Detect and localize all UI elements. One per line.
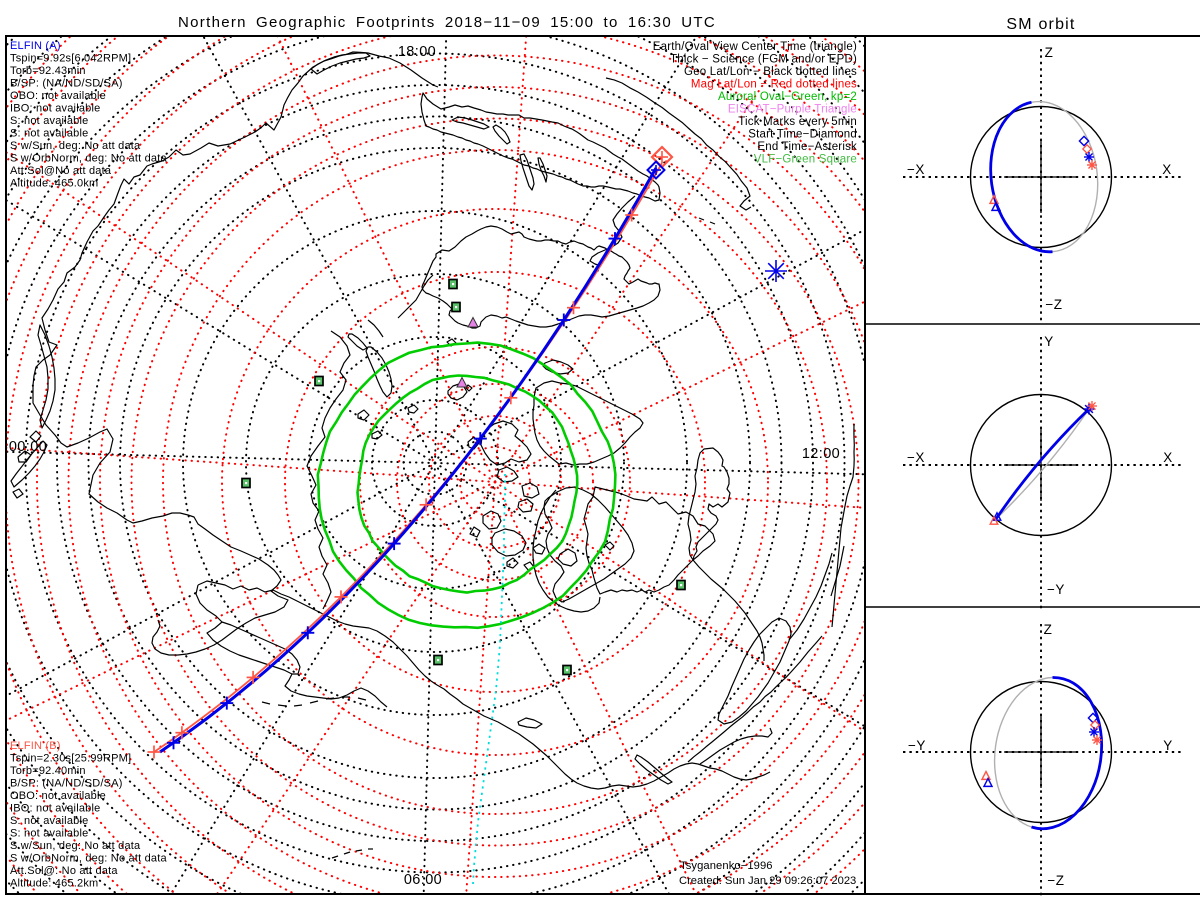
svg-text:Mag Lat/Lon − Red dotted lines: Mag Lat/Lon − Red dotted lines bbox=[691, 79, 857, 91]
svg-text:Z: Z bbox=[1044, 622, 1053, 637]
svg-text:IBO: not available: IBO: not available bbox=[10, 103, 100, 115]
svg-text:VLF−Green Square: VLF−Green Square bbox=[754, 154, 857, 166]
svg-text:S w/OrbNorm, deg: No att data: S w/OrbNorm, deg: No att data bbox=[10, 153, 167, 165]
svg-text:Tsyganenko−1996: Tsyganenko−1996 bbox=[680, 860, 773, 872]
svg-text:B/SP: (NA/ND/SD/SA): B/SP: (NA/ND/SD/SA) bbox=[10, 778, 123, 790]
svg-text:Att.Sol@: No att data: Att.Sol@: No att data bbox=[10, 865, 118, 877]
svg-text:Earth/Oval View Center Time (t: Earth/Oval View Center Time (triangle) bbox=[653, 41, 857, 53]
svg-text:X: X bbox=[1163, 450, 1173, 465]
svg-text:S: not available: S: not available bbox=[10, 115, 88, 127]
svg-text:Att.Sol@No att data: Att.Sol@No att data bbox=[10, 165, 112, 177]
svg-text:S: not available: S: not available bbox=[10, 828, 88, 840]
svg-text:−X: −X bbox=[907, 162, 925, 177]
svg-text:Tspin=2.30s[25.99RPM]: Tspin=2.30s[25.99RPM] bbox=[10, 753, 131, 765]
svg-text:SM orbit: SM orbit bbox=[1006, 16, 1075, 33]
svg-text:Z: Z bbox=[1045, 45, 1054, 60]
svg-text:18:00: 18:00 bbox=[398, 44, 436, 60]
svg-text:−Y: −Y bbox=[1047, 582, 1065, 597]
svg-text:Created: Sun Jan 29 09:26:07 2: Created: Sun Jan 29 09:26:07 2023 bbox=[679, 875, 856, 887]
svg-text:00:00: 00:00 bbox=[9, 439, 47, 455]
svg-text:ELFIN (A): ELFIN (A) bbox=[10, 40, 61, 52]
svg-text:S w/Sun, deg: No att data: S w/Sun, deg: No att data bbox=[10, 840, 141, 852]
svg-text:Tspin=9.92s[6.042RPM]: Tspin=9.92s[6.042RPM] bbox=[10, 53, 131, 65]
svg-text:OBO: not available: OBO: not available bbox=[10, 790, 106, 802]
svg-text:−Z: −Z bbox=[1045, 297, 1062, 312]
svg-text:Thick − Science (FGM and/or EP: Thick − Science (FGM and/or EPD) bbox=[670, 54, 857, 66]
svg-text:Altitude: 465.0km: Altitude: 465.0km bbox=[10, 178, 98, 190]
svg-text:Y: Y bbox=[1163, 738, 1173, 753]
svg-text:Start Time−Diamond: Start Time−Diamond bbox=[748, 129, 857, 141]
svg-text:B/SP: (NA/ND/SD/SA): B/SP: (NA/ND/SD/SA) bbox=[10, 78, 123, 90]
svg-text:OBO: not available: OBO: not available bbox=[10, 90, 106, 102]
svg-text:S: not available: S: not available bbox=[10, 128, 88, 140]
svg-text:Northern Geographic Footprints: Northern Geographic Footprints 2018−11−0… bbox=[178, 14, 716, 31]
svg-text:−Y: −Y bbox=[908, 738, 926, 753]
svg-text:X: X bbox=[1162, 162, 1172, 177]
svg-text:ELFIN (B): ELFIN (B) bbox=[10, 740, 61, 752]
svg-text:S: not available: S: not available bbox=[10, 815, 88, 827]
svg-text:Auroral Oval−Green, kp=2: Auroral Oval−Green, kp=2 bbox=[718, 91, 857, 103]
svg-text:S w/OrbNorm, deg: No att data: S w/OrbNorm, deg: No att data bbox=[10, 853, 167, 865]
svg-text:−Z: −Z bbox=[1047, 873, 1064, 888]
svg-text:EISCAT−Purple Triangle: EISCAT−Purple Triangle bbox=[728, 104, 857, 116]
svg-text:IBO: not available: IBO: not available bbox=[10, 803, 100, 815]
svg-text:Y: Y bbox=[1044, 334, 1054, 349]
svg-text:06:00: 06:00 bbox=[404, 872, 442, 888]
svg-text:Altitude: 465.2km: Altitude: 465.2km bbox=[10, 878, 98, 890]
svg-text:End Time−Asterisk: End Time−Asterisk bbox=[757, 141, 857, 153]
svg-text:Torb=92.43min: Torb=92.43min bbox=[10, 65, 86, 77]
svg-text:Geo Lat/Lon − Black dotted lin: Geo Lat/Lon − Black dotted lines bbox=[684, 66, 857, 78]
svg-text:Tick Marks every 5min: Tick Marks every 5min bbox=[738, 116, 857, 128]
svg-text:−X: −X bbox=[907, 450, 925, 465]
svg-text:S w/Sun, deg: No att data: S w/Sun, deg: No att data bbox=[10, 140, 141, 152]
svg-text:12:00: 12:00 bbox=[802, 446, 840, 462]
svg-text:Torb=92.40min: Torb=92.40min bbox=[10, 765, 86, 777]
